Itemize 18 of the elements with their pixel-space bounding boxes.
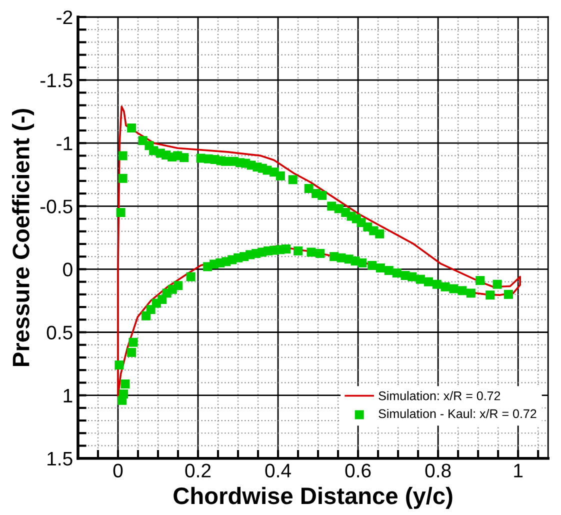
x-tick-label: 0.2 <box>185 464 211 478</box>
legend-label: Simulation: x/R = 0.72 <box>378 391 500 400</box>
x-tick-label: 0.4 <box>265 464 291 478</box>
y-tick-label: 0 <box>63 262 72 276</box>
legend-label: Simulation - Kaul: x/R = 0.72 <box>378 408 536 418</box>
y-tick-label: -2 <box>56 10 72 24</box>
x-tick-label: 0.8 <box>425 464 451 478</box>
y-tick-label: 1 <box>64 388 72 402</box>
y-tick-label: 1.5 <box>48 452 72 466</box>
y-tick-label: -1.5 <box>40 74 72 88</box>
y-axis-title: Pressure Coefficient (-) <box>12 108 34 366</box>
x-axis-title: Chordwise Distance (y/c) <box>174 486 452 509</box>
x-tick-label: 0.6 <box>345 464 371 478</box>
y-tick-label: -0.5 <box>40 200 72 214</box>
y-tick-label: 0.5 <box>46 326 72 340</box>
x-tick-label: 1 <box>514 464 523 478</box>
x-tick-label: 0 <box>113 464 123 478</box>
y-tick-label: -1 <box>56 136 72 150</box>
